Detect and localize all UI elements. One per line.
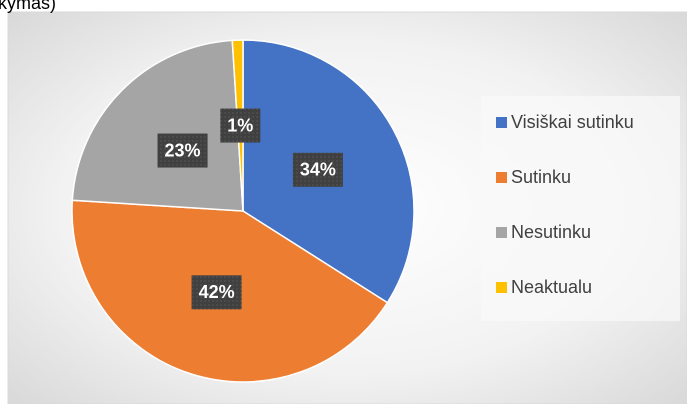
legend-label: Visiškai sutinku <box>511 112 634 132</box>
data-label: 1% <box>227 115 253 135</box>
legend-swatch <box>496 117 507 128</box>
data-label-box <box>220 108 261 143</box>
data-label: 34% <box>300 160 336 180</box>
data-label-box <box>292 152 343 187</box>
data-label-box <box>157 133 208 168</box>
legend-label: Nesutinku <box>511 222 591 242</box>
legend-label: Sutinku <box>511 167 571 187</box>
legend-swatch <box>496 172 507 183</box>
pie-slice <box>71 39 244 212</box>
legend-swatch <box>496 282 507 293</box>
data-label: 42% <box>199 282 235 302</box>
data-label: 23% <box>165 140 201 160</box>
legend-label: Neaktualu <box>511 277 592 297</box>
legend-swatch <box>496 227 507 238</box>
legend-box <box>481 96 680 321</box>
data-label-box <box>191 275 242 310</box>
chart-title: kymas) <box>0 0 56 13</box>
